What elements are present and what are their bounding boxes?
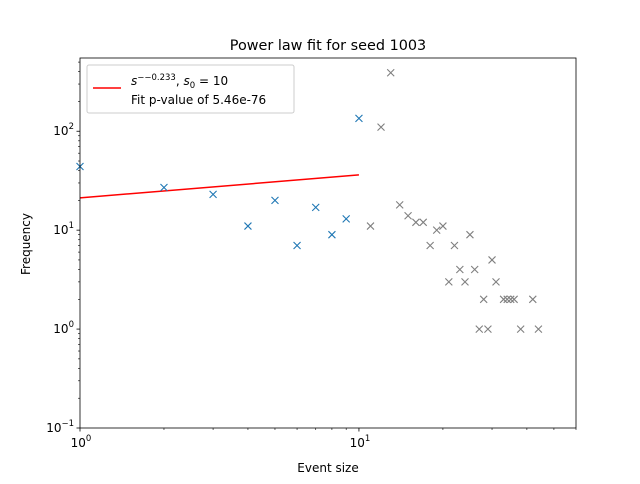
plot-background: [80, 58, 576, 428]
tail-data-point: [470, 265, 479, 274]
chart-title: Power law fit for seed 1003: [230, 38, 426, 54]
tail-data-point: [479, 295, 488, 304]
tail-data-point: [528, 295, 537, 304]
y-tick-label: 102: [53, 122, 74, 138]
tail-data-point: [419, 218, 428, 227]
x-axis-label: Event size: [297, 461, 358, 475]
tail-data-point: [404, 211, 412, 220]
tail-data-point: [534, 325, 543, 333]
tail-data-point: [411, 218, 420, 227]
tail-data-point: [395, 201, 404, 209]
legend-pvalue-label: Fit p-value of 5.46e-76: [131, 93, 266, 107]
tail-data-point: [439, 222, 447, 230]
fitted-data-point: [342, 214, 351, 223]
plot-area: [79, 58, 576, 428]
fitted-data-point: [244, 222, 252, 230]
tail-data-point: [488, 256, 496, 264]
tail-data-point: [426, 241, 435, 250]
fitted-data-point: [160, 183, 168, 192]
y-tick-label: 10−1: [46, 419, 74, 435]
fitted-data-point: [209, 190, 217, 199]
x-tick-label: 100: [71, 434, 92, 450]
tail-data-point: [492, 277, 500, 286]
fitted-data-point: [355, 114, 363, 123]
tail-data-point: [506, 295, 515, 304]
tail-data-point: [450, 241, 459, 250]
fitted-data-point: [328, 230, 336, 239]
fitted-data-point: [293, 241, 301, 250]
data-points: [76, 68, 543, 333]
tail-data-point: [516, 325, 525, 333]
tail-data-point: [377, 123, 385, 132]
y-axis-label: Frequency: [19, 213, 33, 275]
legend: s−−0.233, s0 = 10 Fit p-value of 5.46e-7…: [86, 64, 295, 114]
tail-data-point: [503, 295, 512, 304]
legend-frame: [86, 64, 295, 114]
tail-data-point: [466, 230, 474, 239]
fitted-data-point: [311, 203, 320, 212]
tail-data-point: [499, 295, 508, 304]
fit-line: [79, 174, 360, 199]
tail-data-point: [455, 265, 464, 274]
tail-data-point: [366, 222, 375, 230]
axes-frame: [79, 57, 577, 429]
tail-data-point: [510, 295, 519, 304]
x-tick-label: 101: [350, 434, 371, 450]
tail-data-point: [461, 277, 469, 286]
tail-data-point: [444, 277, 453, 286]
y-tick-label: 100: [53, 320, 74, 336]
tail-data-point: [386, 68, 395, 77]
legend-fit-label: s−−0.233, s0 = 10: [131, 73, 228, 91]
tail-data-point: [484, 325, 492, 333]
fitted-data-point: [271, 196, 279, 205]
y-tick-label: 101: [53, 221, 74, 237]
tail-data-point: [432, 226, 441, 235]
tail-data-point: [475, 325, 484, 333]
